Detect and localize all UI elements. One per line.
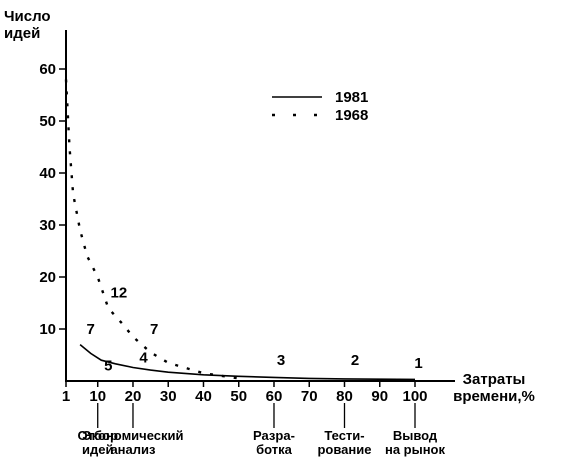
- x-tick-label: 100: [402, 388, 427, 405]
- series: [64, 79, 416, 381]
- y-axis-title: идей: [4, 25, 40, 42]
- y-tick-label: 10: [39, 321, 56, 338]
- axes: [65, 30, 455, 382]
- stage-label: ботка: [256, 442, 293, 457]
- y-tick-label: 60: [39, 61, 56, 78]
- annotation-label: 7: [87, 321, 95, 338]
- x-axis-title: Затраты: [463, 371, 526, 388]
- stage-label: идей: [82, 442, 113, 457]
- stage-label: Отбор: [78, 428, 118, 443]
- x-tick-label: 10: [89, 388, 106, 405]
- stage-label: Вывод: [393, 428, 438, 443]
- x-tick-label: 50: [230, 388, 247, 405]
- x-tick-label: 70: [301, 388, 318, 405]
- x-axis-title: времени,%: [453, 388, 535, 405]
- stage-label: Тести-: [324, 428, 364, 443]
- x-tick-label: 80: [336, 388, 353, 405]
- stage-label: рование: [317, 442, 371, 457]
- y-tick-label: 50: [39, 113, 56, 130]
- stage-label: анализ: [110, 442, 156, 457]
- x-tick-label: 1: [62, 388, 70, 405]
- annotation-label: 2: [351, 352, 359, 369]
- y-tick-label: 20: [39, 269, 56, 286]
- stage-label: на рынок: [385, 442, 446, 457]
- annotation-label: 4: [139, 350, 148, 367]
- y-tick-label: 30: [39, 217, 56, 234]
- annotation-label: 3: [277, 352, 285, 369]
- x-tick-label: 60: [266, 388, 283, 405]
- legend-label: 1968: [335, 107, 368, 124]
- legend-label: 1981: [335, 89, 368, 106]
- annotations: 7 12 7 5 4 3 2 1: [87, 285, 423, 375]
- x-tick-label: 40: [195, 388, 212, 405]
- x-tick-label: 30: [160, 388, 177, 405]
- annotation-label: 12: [111, 285, 128, 302]
- stage-label: Разра-: [253, 428, 295, 443]
- x-tick-label: 90: [371, 388, 388, 405]
- y-tick-label: 40: [39, 165, 56, 182]
- annotation-label: 5: [104, 357, 112, 374]
- annotation-label: 1: [414, 355, 422, 372]
- series-line-1981: [79, 343, 416, 381]
- annotation-label: 7: [150, 321, 158, 338]
- stage-label: Экономический: [82, 428, 183, 443]
- x-tick-label: 20: [125, 388, 142, 405]
- ticks: 10 20 30 40 50 60 1 10 20 30 40 50 60 70 80 90 100: [39, 61, 427, 405]
- y-axis-title: Число: [4, 8, 51, 25]
